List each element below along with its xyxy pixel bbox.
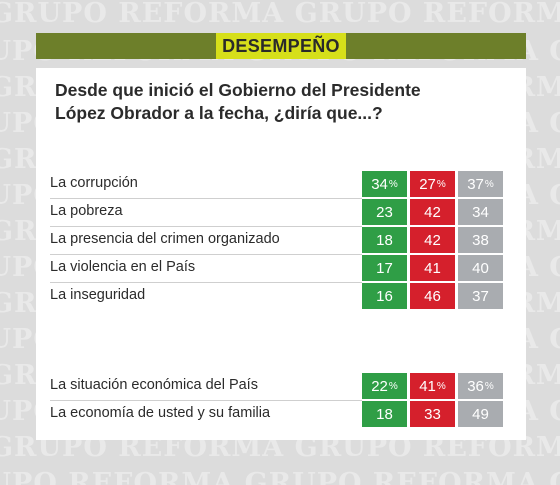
value-label: 41 xyxy=(419,377,436,395)
value-cell: 27% xyxy=(410,171,455,197)
value-label: 36 xyxy=(467,377,484,395)
row-divider xyxy=(50,226,362,227)
percent-sign: % xyxy=(388,178,398,190)
value-cell: 33 xyxy=(410,401,455,427)
value-label: 16 xyxy=(376,287,393,305)
percent-sign: % xyxy=(388,380,398,392)
value-cell: 42 xyxy=(410,199,455,225)
value-cell: 34 xyxy=(458,199,503,225)
value-label: 34 xyxy=(472,203,489,221)
value-cell: 22% xyxy=(362,373,407,399)
percent-sign: % xyxy=(484,178,494,190)
value-label: 17 xyxy=(376,259,393,277)
value-cell: 41% xyxy=(410,373,455,399)
row-divider xyxy=(50,254,362,255)
value-cell: 34% xyxy=(362,171,407,197)
value-cell: 42 xyxy=(410,227,455,253)
value-label: 40 xyxy=(472,259,489,277)
watermark-row: GRUPO REFORMA GRUPO REFORMA GRUPO REFORM… xyxy=(0,468,560,485)
value-label: 38 xyxy=(472,231,489,249)
value-label: 37 xyxy=(467,175,484,193)
category-label: La economía de usted y su familia xyxy=(50,405,271,421)
percent-sign: % xyxy=(436,380,446,392)
percent-sign: % xyxy=(436,178,446,190)
value-cell: 40 xyxy=(458,255,503,281)
value-cell: 23 xyxy=(362,199,407,225)
value-cell: 18 xyxy=(362,401,407,427)
survey-question: Desde que inició el Gobierno del Preside… xyxy=(55,80,421,123)
value-label: 27 xyxy=(419,175,436,193)
value-label: 22 xyxy=(371,377,388,395)
value-label: 42 xyxy=(424,231,441,249)
value-cell: 49 xyxy=(458,401,503,427)
value-label: 33 xyxy=(424,405,441,423)
row-divider xyxy=(50,400,362,401)
category-label: La inseguridad xyxy=(50,287,146,303)
category-label: La corrupción xyxy=(50,175,138,191)
category-label: La pobreza xyxy=(50,203,123,219)
value-cell: 38 xyxy=(458,227,503,253)
value-label: 18 xyxy=(376,231,393,249)
value-cell: 36% xyxy=(458,373,503,399)
value-cell: 46 xyxy=(410,283,455,309)
value-label: 18 xyxy=(376,405,393,423)
value-cell: 37% xyxy=(458,171,503,197)
value-label: 42 xyxy=(424,203,441,221)
value-cell: 18 xyxy=(362,227,407,253)
value-label: 41 xyxy=(424,259,441,277)
row-divider xyxy=(50,198,362,199)
category-label: La presencia del crimen organizado xyxy=(50,231,280,247)
value-cell: 17 xyxy=(362,255,407,281)
watermark-row: GRUPO REFORMA GRUPO REFORMA GRUPO REFORM… xyxy=(0,0,560,29)
value-label: 34 xyxy=(371,175,388,193)
category-label: La violencia en el País xyxy=(50,259,196,275)
value-cell: 16 xyxy=(362,283,407,309)
value-label: 23 xyxy=(376,203,393,221)
percent-sign: % xyxy=(484,380,494,392)
value-cell: 37 xyxy=(458,283,503,309)
category-label: La situación económica del País xyxy=(50,377,258,393)
row-divider xyxy=(50,282,362,283)
section-title: DESEMPEÑO xyxy=(216,33,346,59)
value-label: 46 xyxy=(424,287,441,305)
value-cell: 41 xyxy=(410,255,455,281)
value-label: 37 xyxy=(472,287,489,305)
value-label: 49 xyxy=(472,405,489,423)
